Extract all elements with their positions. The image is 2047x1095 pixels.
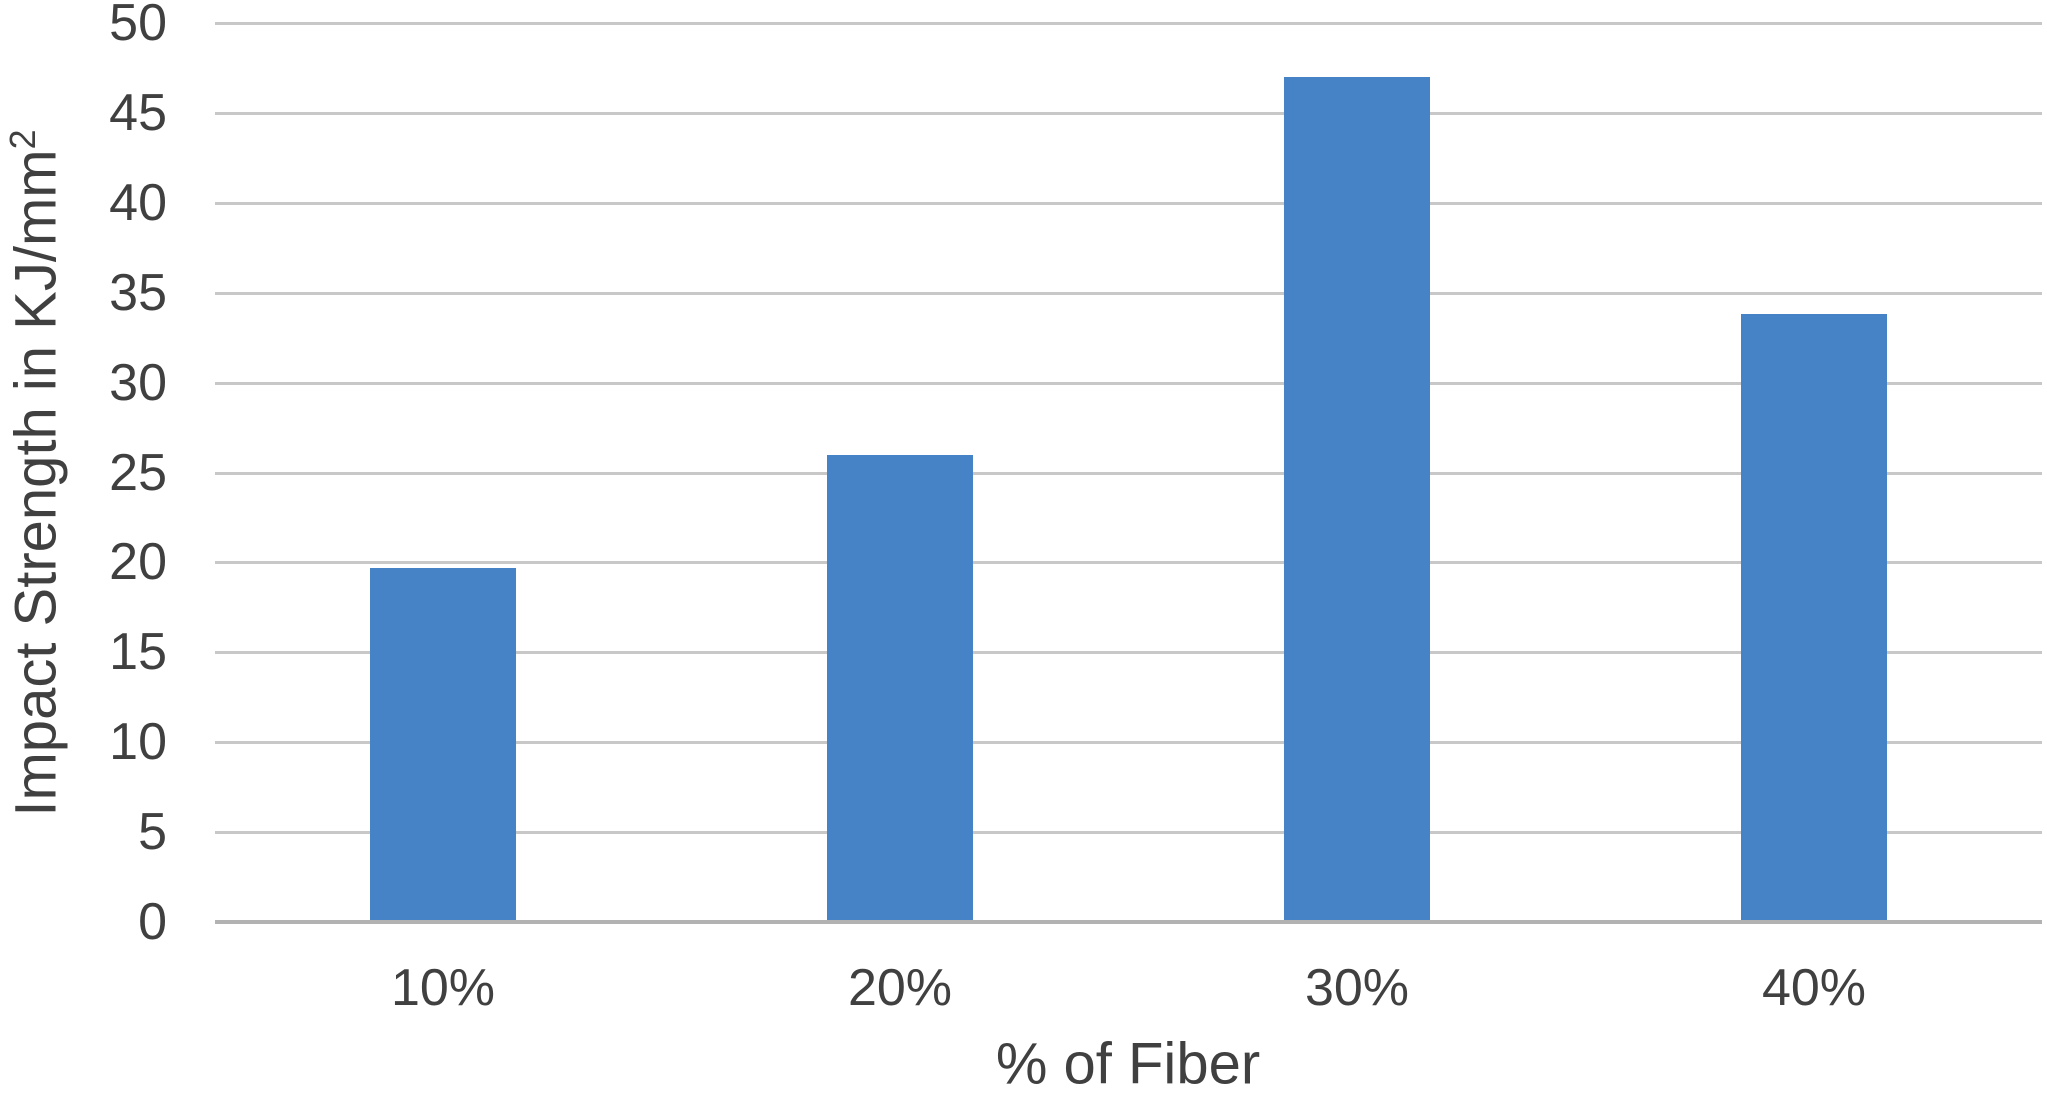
y-tick-label-5: 5 <box>138 803 167 861</box>
gridline-y-25 <box>215 472 2042 475</box>
gridline-y-10 <box>215 741 2042 744</box>
x-tick-label-30pct: 30% <box>1304 959 1410 1017</box>
gridline-y-40 <box>215 202 2042 205</box>
y-tick-label-0: 0 <box>138 893 167 951</box>
gridline-y-50 <box>215 22 2042 25</box>
y-tick-label-10: 10 <box>109 713 167 771</box>
y-tick-label-25: 25 <box>109 444 167 502</box>
bar-30pct <box>1284 77 1430 922</box>
y-tick-label-50: 50 <box>109 0 167 52</box>
gridline-y-15 <box>215 651 2042 654</box>
x-tick-label-40pct: 40% <box>1761 959 1867 1017</box>
y-tick-label-30: 30 <box>109 354 167 412</box>
y-tick-label-45: 45 <box>109 84 167 142</box>
gridline-y-30 <box>215 382 2042 385</box>
gridline-y-45 <box>215 112 2042 115</box>
x-axis-title: % of Fiber <box>995 1031 1261 1095</box>
gridline-y-20 <box>215 561 2042 564</box>
y-tick-label-35: 35 <box>109 264 167 322</box>
gridline-y-35 <box>215 292 2042 295</box>
bar-20pct <box>827 455 973 922</box>
gridline-y-5 <box>215 831 2042 834</box>
bar-10pct <box>370 568 516 922</box>
x-axis-line <box>215 920 2042 924</box>
x-tick-label-20pct: 20% <box>847 959 953 1017</box>
y-tick-label-20: 20 <box>109 533 167 591</box>
y-tick-label-15: 15 <box>109 623 167 681</box>
y-tick-label-40: 40 <box>109 174 167 232</box>
x-tick-label-10pct: 10% <box>390 959 496 1017</box>
bar-40pct <box>1741 314 1887 922</box>
